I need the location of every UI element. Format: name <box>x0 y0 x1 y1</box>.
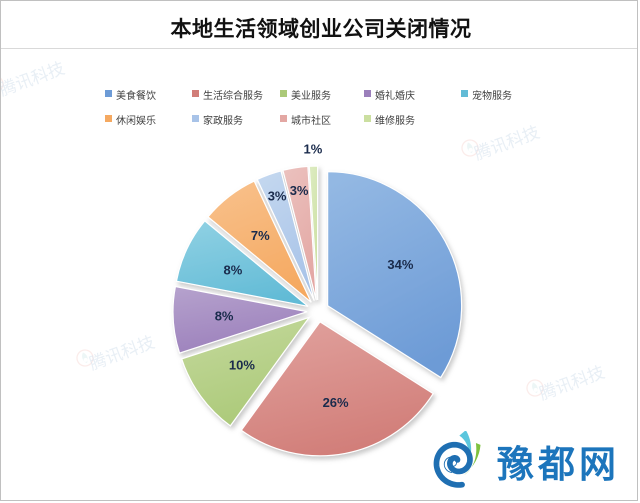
svg-text:10%: 10% <box>229 358 255 373</box>
svg-text:7%: 7% <box>251 228 270 243</box>
svg-text:8%: 8% <box>224 262 243 277</box>
svg-text:3%: 3% <box>290 183 309 198</box>
svg-text:1%: 1% <box>304 141 323 156</box>
svg-text:34%: 34% <box>387 257 413 272</box>
svg-text:8%: 8% <box>215 308 234 323</box>
svg-text:26%: 26% <box>323 395 349 410</box>
svg-text:3%: 3% <box>268 189 287 204</box>
